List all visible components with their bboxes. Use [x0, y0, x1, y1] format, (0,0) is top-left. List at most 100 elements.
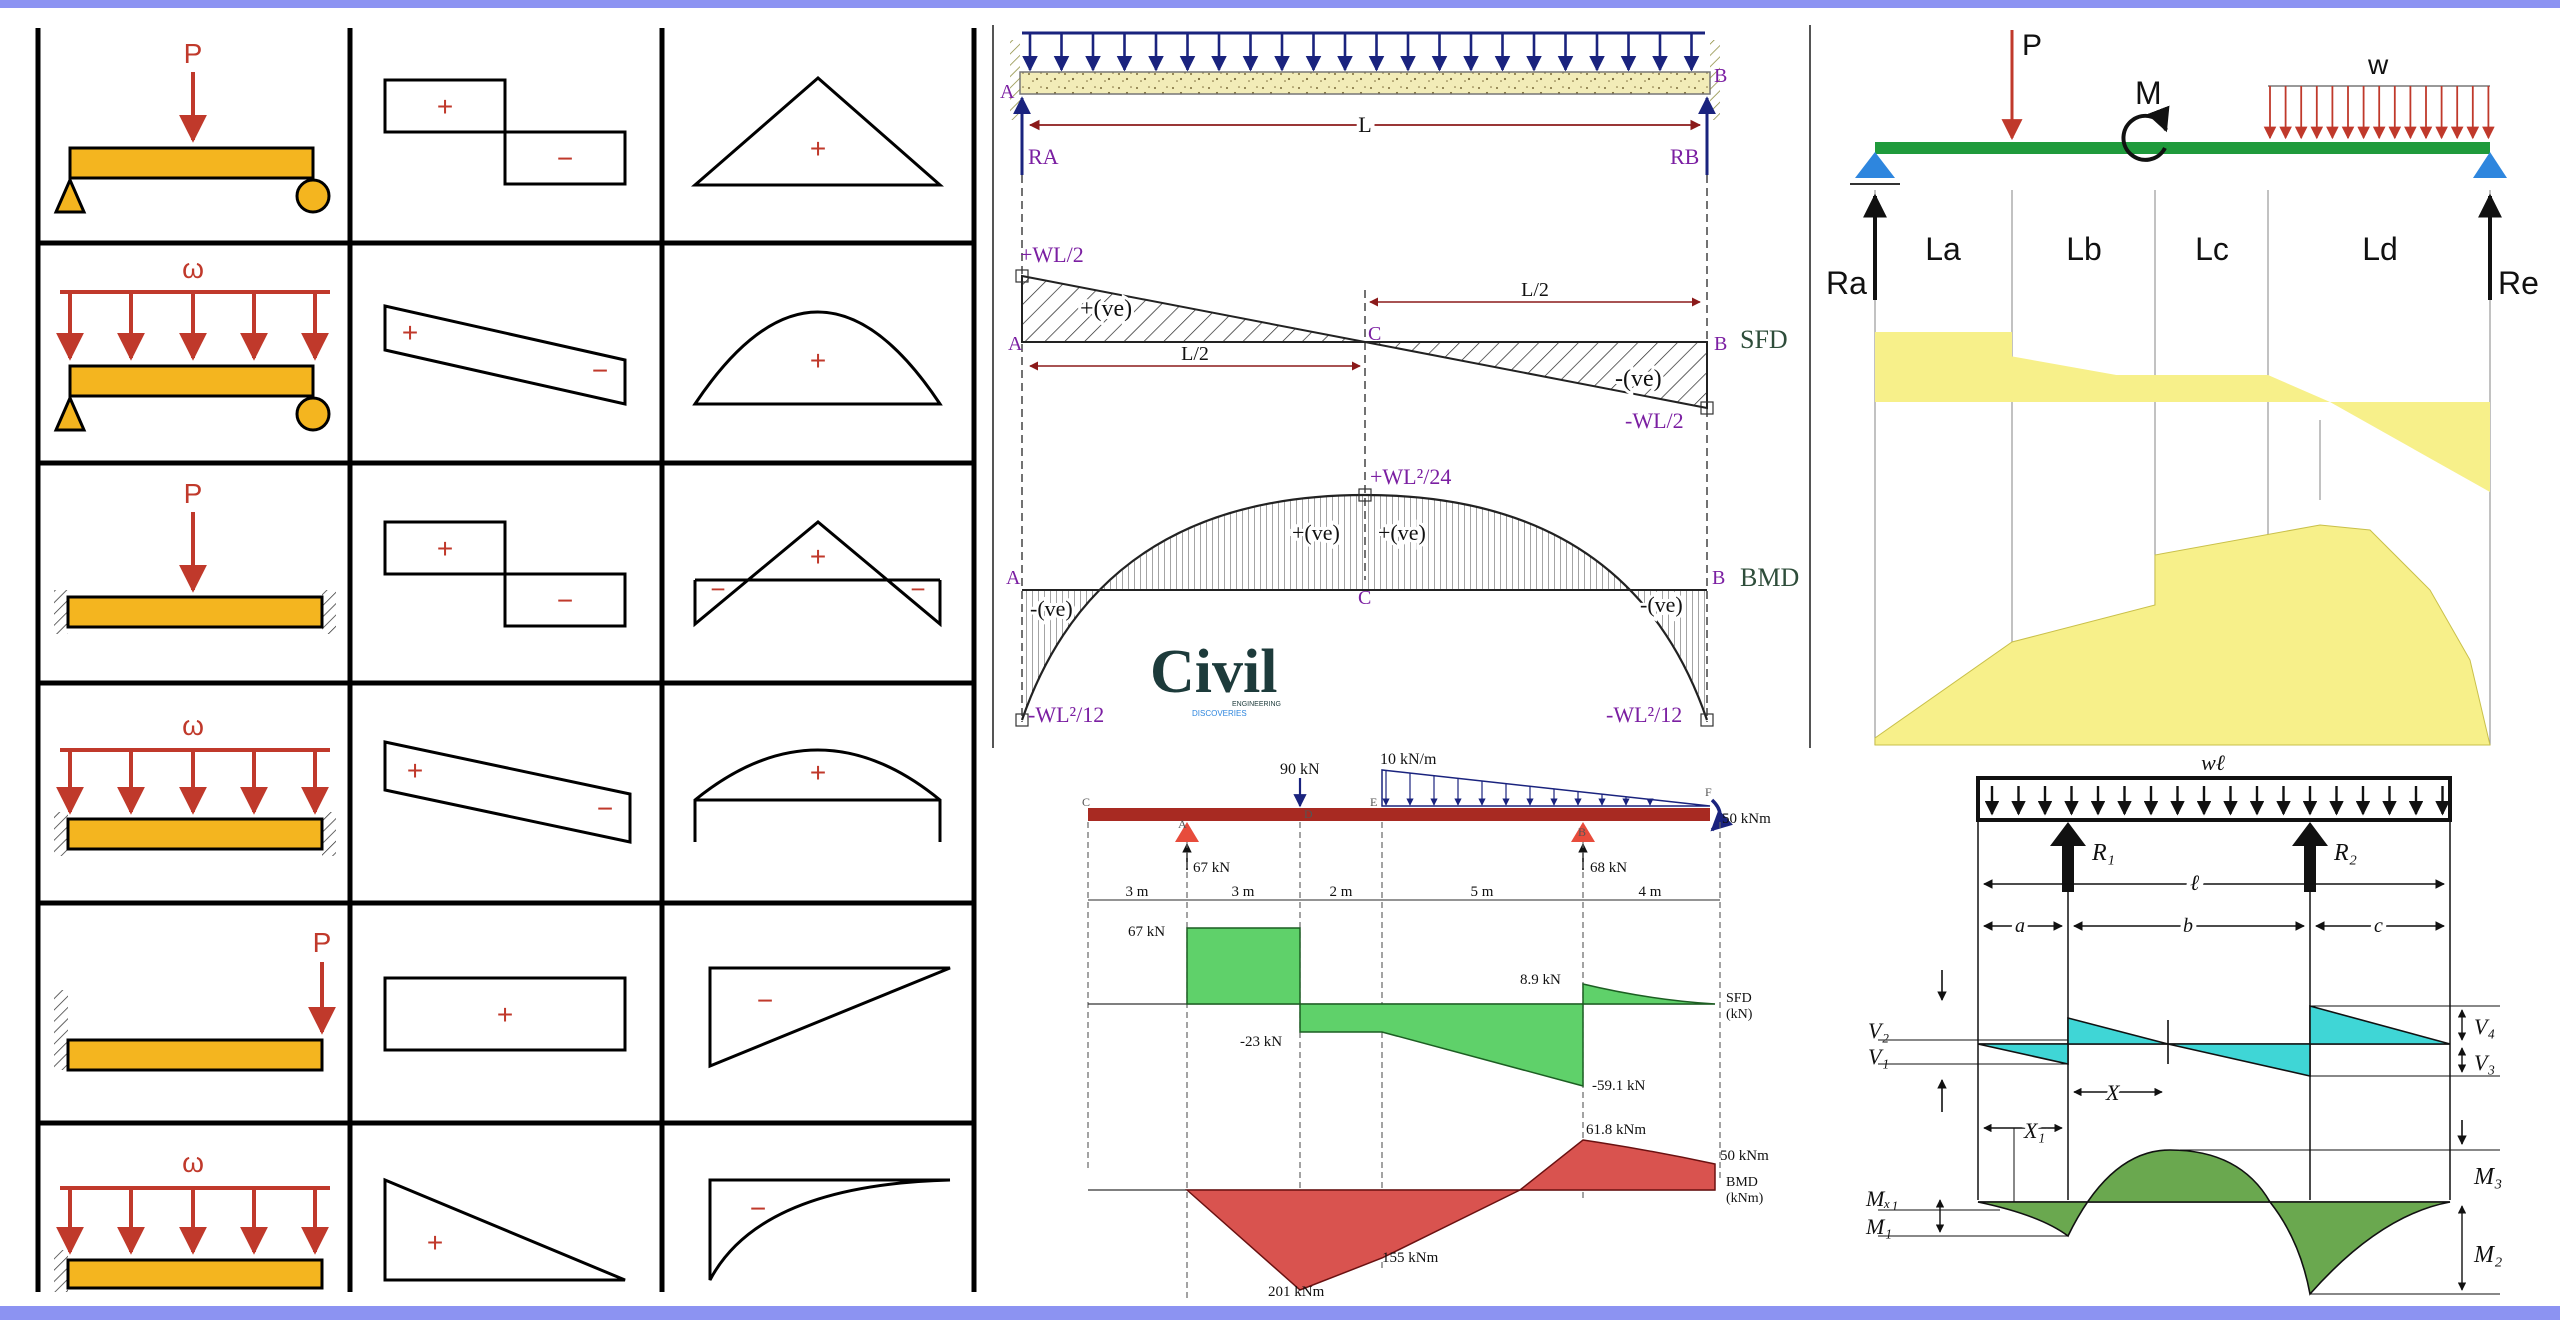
sfd-shape: [383, 976, 627, 1052]
roller-support-icon: [295, 396, 331, 432]
bending-moment-area: [1185, 1189, 1521, 1291]
span-length-label: 3 m: [1232, 884, 1255, 900]
sfd-min-label: -WL/2: [1625, 408, 1684, 433]
fb-guide-lines: [1021, 175, 1708, 722]
moment-arc-icon: [1710, 798, 1733, 832]
bending-moment-area: [1977, 1149, 2272, 1238]
v2-label: V₂: [1868, 1018, 1889, 1043]
overhang-a-label: a: [2015, 915, 2025, 937]
pin-support-icon: [53, 176, 87, 214]
shear-force-area: [1977, 1043, 2069, 1065]
v1-label: V₁: [1868, 1044, 1889, 1069]
shear-force-area: [1875, 332, 2490, 492]
table-row: P + − +: [53, 38, 944, 214]
pin-support-icon: [53, 394, 87, 432]
bmd-shape: [693, 748, 942, 842]
point-label: C: [1082, 795, 1090, 809]
reaction-a-label: RA: [1028, 144, 1059, 169]
table-row: P + − + − −: [54, 478, 942, 634]
bmd-unit: (kNm): [1726, 1191, 1764, 1206]
udl-load-label: ω: [182, 1147, 204, 1178]
logo-subtext: DISCOVERIES: [1192, 709, 1247, 718]
v3-label: V₃: [2474, 1050, 2495, 1075]
reaction-a-label: Ra: [1826, 265, 1867, 301]
span-length-label: 5 m: [1471, 884, 1494, 900]
point-label: E: [1370, 795, 1377, 809]
fixed-wall-right-icon: [322, 812, 336, 856]
point-load-label: P: [184, 478, 203, 509]
sfd-value-label: -59.1 kN: [1592, 1078, 1645, 1094]
shear-force-area: [1186, 927, 1301, 1005]
bmd-title: BMD: [1740, 563, 1799, 592]
bmd-shape: [708, 1178, 951, 1281]
reaction-r1-arrow-icon: [2050, 822, 2086, 892]
beam-bar: [66, 1258, 324, 1290]
reaction-r1-label: R₁: [2091, 840, 2115, 866]
bmd-minus-sign: −: [910, 574, 925, 604]
fixed-wall-right-icon: [1710, 40, 1720, 120]
mx1-label: Mₓ₁: [1865, 1186, 1898, 1211]
reaction-b-label: RB: [1670, 144, 1699, 169]
applied-moment-label: 50 kNm: [1722, 811, 1771, 827]
fb-bmd: [1015, 488, 1714, 727]
table-row: P + −: [54, 927, 951, 1072]
bmd-minus-sign: −: [710, 574, 725, 604]
sfd-minus-sign: −: [557, 143, 573, 174]
bmd-positive-label: +(ve): [1292, 520, 1340, 545]
point-load-label: P: [2022, 29, 2042, 62]
bmd-positive-label: +(ve): [1378, 520, 1426, 545]
span-ld-label: Ld: [2362, 231, 2398, 267]
point-load-label: P: [313, 927, 332, 958]
bending-moment-area: [1517, 1139, 1716, 1191]
bmd-min-left-label: -WL²/12: [1028, 702, 1104, 727]
udl-arrows-icon: [2263, 86, 2495, 140]
half-span-label: L/2: [1181, 343, 1209, 365]
point-label: D: [1304, 807, 1313, 821]
span-b-label: b: [2183, 915, 2193, 937]
udl-arrows-icon: [1984, 786, 2450, 816]
total-length-label: ℓ: [2190, 870, 2200, 895]
udl-load-label: ω: [182, 253, 204, 284]
span-lb-label: Lb: [2066, 231, 2102, 267]
triangular-load-arrows-icon: [1382, 770, 1654, 806]
load-case-table: P + − + ω + − + P: [35, 28, 977, 1292]
bmd-shape: [692, 310, 943, 406]
top-frame-band: [0, 0, 2560, 8]
udl-total-label: wℓ: [2201, 750, 2226, 775]
bmd-minus-sign: −: [750, 1193, 766, 1224]
bmd-value-label: 61.8 kNm: [1586, 1122, 1646, 1138]
reaction-r2-label: R₂: [2333, 840, 2357, 866]
point-b-label: B: [1712, 567, 1725, 589]
m3-label: M₃: [2473, 1164, 2502, 1190]
sfd-plus-sign: +: [427, 1227, 443, 1258]
fixed-wall-left-icon: [54, 990, 68, 1070]
sfd-plus-sign: +: [437, 533, 453, 564]
bending-moment-area: [1874, 524, 2491, 746]
concrete-beam: [1019, 71, 1711, 95]
point-label: B: [1578, 825, 1586, 839]
sfd-shape: [383, 740, 632, 844]
beam-bar: [66, 1038, 324, 1072]
point-b-label: B: [1714, 333, 1727, 355]
udl-overhang-beam-diagram: wℓ R₁ R₂ ℓ a b c V₂ V₁ V₄ V₃ X X₁ Mₓ₁ M₁…: [1865, 750, 2502, 1296]
fixed-wall-right-icon: [322, 590, 336, 634]
udl-arrows-icon: [56, 290, 330, 361]
table-grid: [35, 28, 977, 1292]
bending-moment-area: [2268, 1201, 2451, 1296]
beam-bar: [66, 595, 324, 629]
udl-arrows-icon: [56, 748, 330, 815]
point-a-label: A: [1006, 567, 1021, 589]
bmd-value-label: 50 kNm: [1720, 1148, 1769, 1164]
point-a-label: A: [1008, 333, 1023, 355]
udl-arrows-icon: [56, 1186, 330, 1255]
pin-support-icon: [1175, 822, 1199, 842]
sfd-plus-sign: +: [497, 999, 513, 1030]
span-length-label: 3 m: [1126, 884, 1149, 900]
beam-bar: [1088, 808, 1710, 821]
udl-load-box: [1976, 776, 2452, 822]
fixed-wall-left-icon: [54, 1250, 68, 1292]
beam-bar: [68, 146, 315, 180]
half-span-label: L/2: [1521, 279, 1549, 301]
shear-force-area: [2167, 1043, 2311, 1078]
